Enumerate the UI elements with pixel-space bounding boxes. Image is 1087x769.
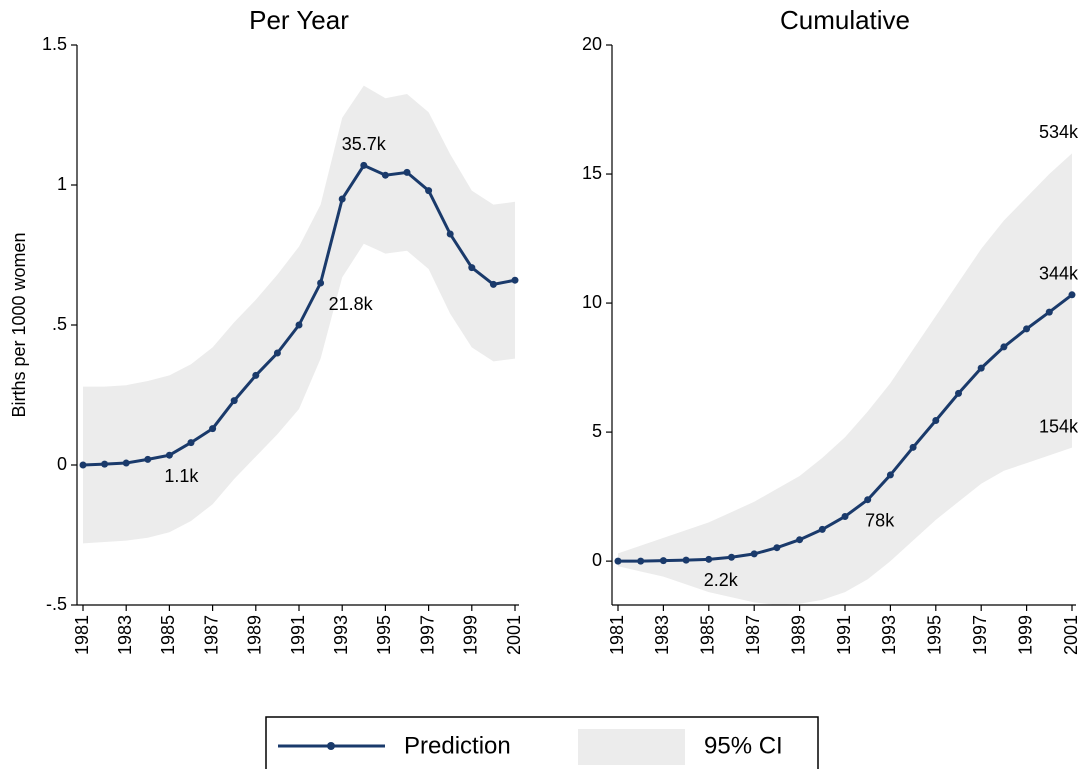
prediction-point bbox=[977, 364, 985, 372]
annotation: 35.7k bbox=[342, 134, 387, 154]
prediction-point bbox=[187, 439, 195, 447]
prediction-point bbox=[360, 161, 368, 169]
prediction-point bbox=[705, 555, 713, 563]
y-tick-label: 1 bbox=[57, 174, 67, 194]
annotation: 2.2k bbox=[704, 570, 739, 590]
y-tick-label: 15 bbox=[582, 163, 602, 183]
legend-band-symbol bbox=[578, 729, 685, 765]
prediction-point bbox=[932, 416, 940, 424]
x-tick-label: 1985 bbox=[158, 615, 178, 655]
chart-title: Cumulative bbox=[780, 5, 910, 35]
annotation: 344k bbox=[1039, 264, 1079, 284]
ci-band bbox=[83, 85, 515, 544]
prediction-point bbox=[79, 461, 87, 469]
x-tick-label: 1997 bbox=[417, 615, 437, 655]
annotation: 1.1k bbox=[164, 466, 199, 486]
y-tick-label: 0 bbox=[592, 550, 602, 570]
legend-box bbox=[265, 716, 819, 769]
prediction-point bbox=[381, 171, 389, 179]
prediction-point bbox=[841, 512, 849, 520]
prediction-point bbox=[659, 557, 667, 565]
y-axis-label: Births per 1000 women bbox=[9, 232, 29, 417]
annotation: 78k bbox=[865, 510, 895, 530]
prediction-point bbox=[1023, 325, 1031, 333]
prediction-point bbox=[682, 556, 690, 564]
y-tick-label: -.5 bbox=[46, 594, 67, 614]
prediction-point bbox=[728, 553, 735, 561]
ci-band bbox=[618, 153, 1072, 606]
prediction-point bbox=[209, 425, 217, 433]
prediction-point bbox=[489, 280, 497, 288]
x-tick-label: 1997 bbox=[970, 615, 990, 655]
prediction-point bbox=[750, 550, 758, 558]
prediction-point bbox=[864, 496, 872, 504]
prediction-point bbox=[468, 264, 476, 272]
x-tick-label: 1999 bbox=[461, 615, 481, 655]
y-tick-label: 10 bbox=[582, 292, 602, 312]
prediction-point bbox=[446, 230, 454, 238]
x-tick-label: 2001 bbox=[504, 615, 524, 655]
x-tick-label: 1981 bbox=[72, 615, 92, 655]
prediction-point bbox=[165, 451, 173, 459]
prediction-point bbox=[818, 525, 826, 533]
x-tick-label: 2001 bbox=[1061, 615, 1081, 655]
legend-label: 95% CI bbox=[704, 732, 783, 759]
annotation: 154k bbox=[1039, 416, 1079, 436]
prediction-point bbox=[637, 557, 645, 565]
prediction-point bbox=[295, 321, 303, 329]
x-tick-label: 1987 bbox=[201, 615, 221, 655]
x-tick-label: 1987 bbox=[743, 615, 763, 655]
prediction-point bbox=[886, 471, 894, 479]
prediction-point bbox=[122, 459, 130, 467]
prediction-point bbox=[101, 460, 109, 468]
prediction-point bbox=[909, 443, 917, 451]
prediction-point bbox=[773, 544, 781, 552]
x-tick-label: 1981 bbox=[607, 615, 627, 655]
prediction-point bbox=[511, 276, 519, 284]
annotation: 534k bbox=[1039, 122, 1079, 142]
y-tick-label: 5 bbox=[592, 421, 602, 441]
x-tick-label: 1995 bbox=[925, 615, 945, 655]
x-tick-label: 1993 bbox=[331, 615, 351, 655]
prediction-point bbox=[317, 279, 325, 287]
prediction-point bbox=[1000, 343, 1008, 351]
y-tick-label: 20 bbox=[582, 34, 602, 54]
legend-label: Prediction bbox=[404, 732, 511, 759]
prediction-point bbox=[425, 187, 433, 195]
prediction-point bbox=[614, 557, 622, 565]
x-tick-label: 1995 bbox=[374, 615, 394, 655]
prediction-point bbox=[403, 168, 411, 176]
x-tick-label: 1989 bbox=[245, 615, 265, 655]
prediction-point bbox=[230, 397, 238, 405]
prediction-point bbox=[338, 195, 346, 203]
y-tick-label: 0 bbox=[57, 454, 67, 474]
prediction-point bbox=[1045, 308, 1053, 316]
y-tick-label: .5 bbox=[52, 314, 67, 334]
x-tick-label: 1999 bbox=[1015, 615, 1035, 655]
x-tick-label: 1989 bbox=[788, 615, 808, 655]
x-tick-label: 1991 bbox=[834, 615, 854, 655]
y-tick-label: 1.5 bbox=[42, 34, 67, 54]
prediction-point bbox=[796, 536, 804, 544]
chart-title: Per Year bbox=[249, 5, 349, 35]
x-tick-label: 1983 bbox=[115, 615, 135, 655]
prediction-point bbox=[144, 455, 152, 463]
prediction-point bbox=[252, 371, 260, 379]
x-tick-label: 1985 bbox=[698, 615, 718, 655]
prediction-point bbox=[273, 349, 281, 357]
x-tick-label: 1983 bbox=[652, 615, 672, 655]
x-tick-label: 1991 bbox=[288, 615, 308, 655]
legend-dot-symbol bbox=[327, 742, 335, 750]
x-tick-label: 1993 bbox=[879, 615, 899, 655]
prediction-point bbox=[1068, 291, 1076, 299]
prediction-point bbox=[955, 389, 962, 397]
annotation: 21.8k bbox=[329, 294, 374, 314]
